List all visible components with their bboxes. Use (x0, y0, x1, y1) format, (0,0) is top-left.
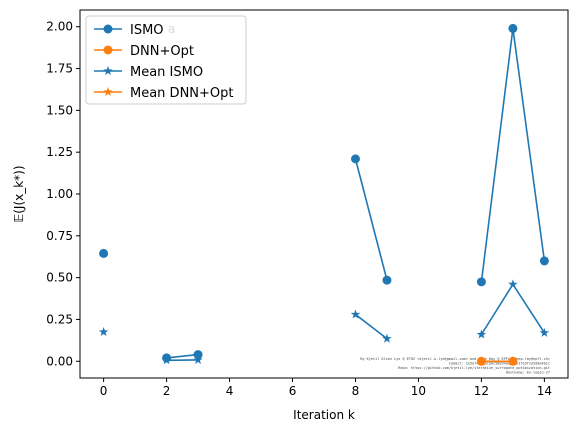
y-tick-label: 2.00 (46, 20, 73, 34)
legend-marker (103, 66, 113, 76)
legend-marker (103, 45, 113, 55)
data-point (508, 23, 518, 33)
y-axis-label: 𝔼(J(x_k*)) (12, 165, 26, 222)
data-point (382, 275, 392, 285)
x-tick-label: 4 (226, 384, 234, 398)
x-tick-label: 0 (100, 384, 108, 398)
series-line (166, 353, 199, 359)
data-point (193, 350, 203, 360)
annotation-line: Repo: https://github.com/kjetil-lye/iter… (398, 366, 550, 370)
legend-item: DNN+Opt (94, 44, 194, 59)
x-axis-label: Iteration k (293, 408, 355, 422)
data-point (476, 277, 486, 287)
y-tick-label: 1.50 (46, 103, 73, 117)
x-tick-label: 6 (289, 384, 297, 398)
series-mean-dnn-opt (476, 356, 518, 366)
legend-label: Mean ISMO (130, 65, 203, 80)
data-point (539, 256, 549, 266)
legend-item: Mean DNN+Opt (94, 86, 234, 101)
y-tick-label: 0.00 (46, 354, 73, 368)
y-tick-label: 1.75 (46, 62, 73, 76)
x-tick-label: 8 (352, 384, 360, 398)
x-tick-label: 2 (163, 384, 171, 398)
legend-marker (103, 87, 113, 97)
data-point (539, 327, 550, 337)
y-tick-label: 0.75 (46, 229, 73, 243)
data-point (98, 327, 109, 337)
series-group (98, 23, 550, 366)
legend-box (85, 15, 247, 105)
legend-label: ISMO (130, 23, 164, 38)
data-point (99, 248, 109, 258)
data-point (193, 354, 203, 364)
annotation-line: By Kjetil Olsen Lye @ ETHZ <kjetil.o.lye… (360, 357, 550, 361)
annotation-line: Hostname: ms-login-27 (506, 371, 550, 375)
annotation-line: Commit: 1e5ef412f6ce6c58b94aa5a5b1fe5f2a… (449, 362, 550, 366)
data-point (382, 333, 392, 343)
series-line (480, 282, 546, 335)
data-point (508, 279, 518, 289)
y-axis-ticks: 0.00 0.25 0.50 0.75 1.00 1.25 1.50 1.75 2.00 (46, 20, 80, 368)
series-line (354, 313, 388, 340)
y-tick-label: 1.00 (46, 187, 73, 201)
legend: ISMO DNN+Opt Mean ISMO Mean DNN+Opt (85, 15, 247, 105)
x-tick-label: 14 (537, 384, 552, 398)
annotation-group: By Kjetil Olsen Lye @ ETHZ <kjetil.o.lye… (360, 357, 550, 375)
data-point (508, 356, 518, 366)
data-point (476, 329, 487, 339)
legend-item: Mean ISMO (94, 65, 203, 80)
y-tick-label: 0.50 (46, 271, 73, 285)
data-point (476, 356, 487, 366)
series-line (354, 158, 388, 281)
x-tick-label: 12 (474, 384, 489, 398)
y-tick-label: 1.25 (46, 145, 73, 159)
legend-marker (103, 24, 113, 34)
legend-item: ISMO (94, 23, 164, 38)
legend-label: Mean DNN+Opt (130, 86, 234, 101)
x-tick-label: 10 (411, 384, 426, 398)
legend-label: DNN+Opt (130, 44, 194, 59)
y-tick-label: 0.25 (46, 312, 73, 326)
series-line (480, 28, 546, 282)
series-mean-ismo (98, 279, 550, 365)
data-point (161, 355, 172, 365)
x-axis-ticks: 0 2 4 6 8 10 12 14 (100, 378, 552, 398)
data-point (350, 309, 361, 319)
data-point (350, 154, 360, 164)
series-ismo (99, 23, 549, 363)
